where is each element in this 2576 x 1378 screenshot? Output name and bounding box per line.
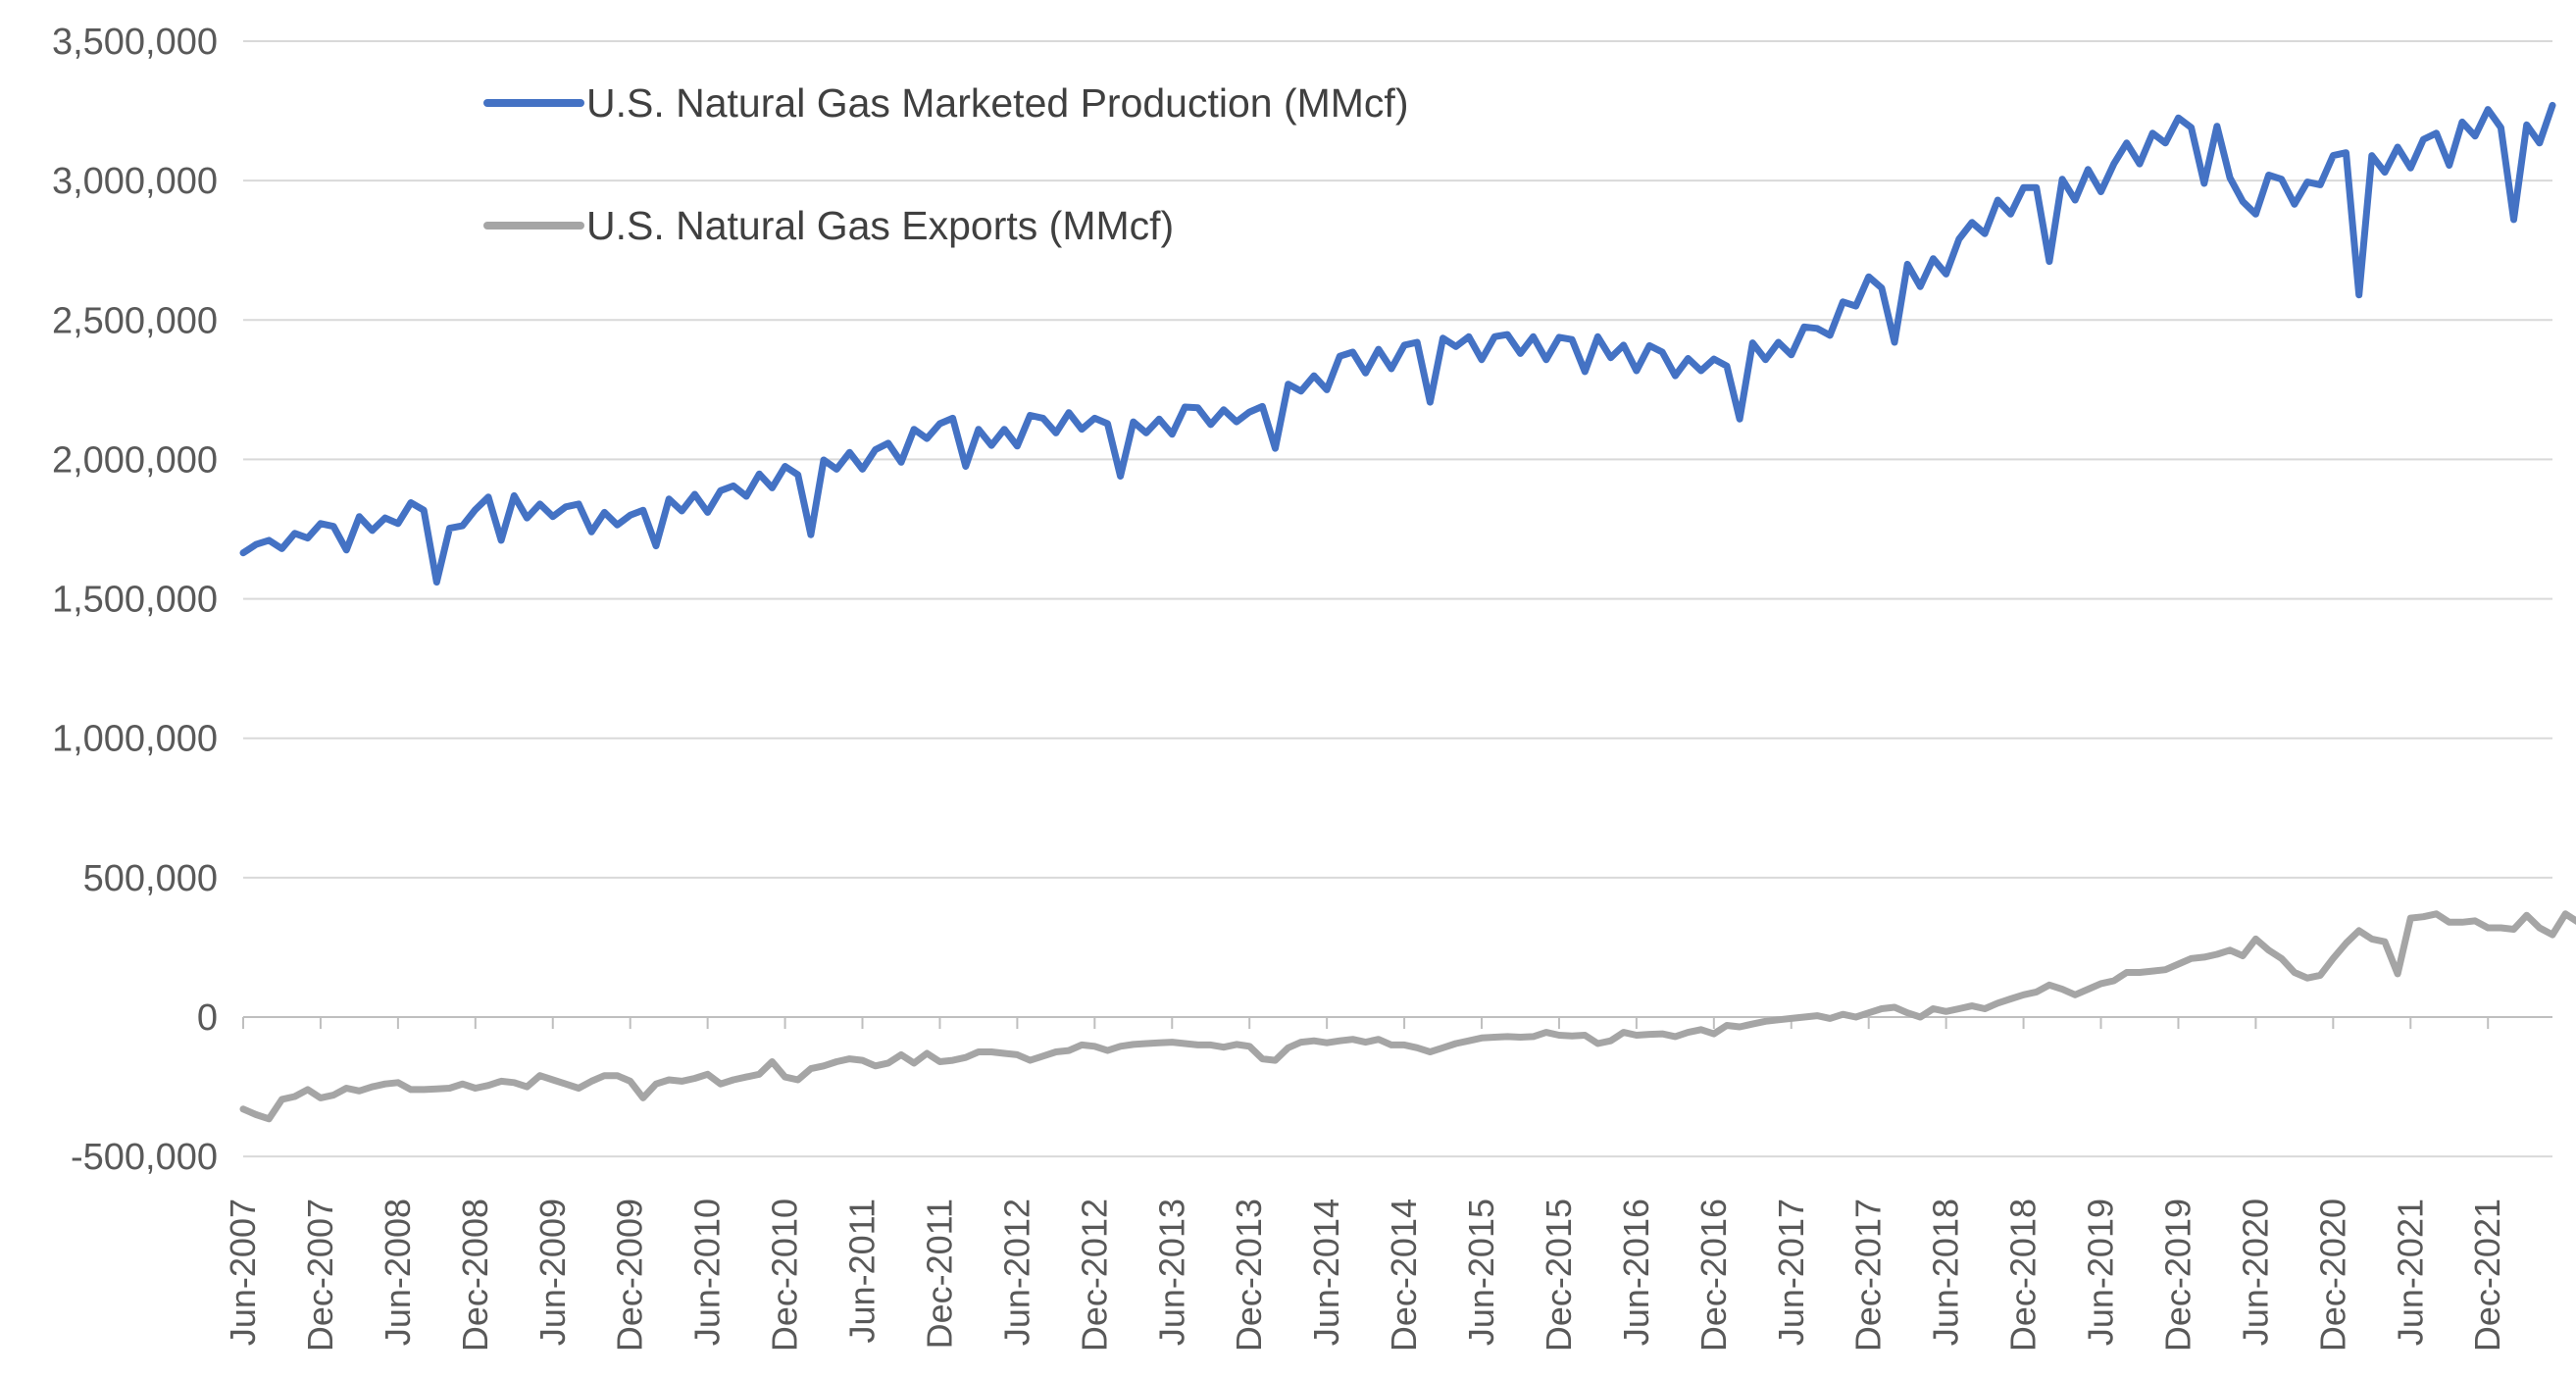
x-tick-label: Jun-2010 <box>687 1199 728 1346</box>
gridlines <box>243 40 2552 1158</box>
x-tick-label: Dec-2014 <box>1384 1199 1424 1352</box>
x-tick-label: Dec-2017 <box>1848 1199 1889 1352</box>
x-tick-label: Jun-2007 <box>223 1199 263 1346</box>
y-axis-tick-labels: 3,500,000 3,000,000 2,500,000 2,000,000 1,50… <box>52 22 218 1178</box>
x-tick-label: Jun-2021 <box>2390 1199 2430 1346</box>
y-tick-label: 3,000,000 <box>52 161 218 202</box>
x-tick-label: Jun-2017 <box>1771 1199 1811 1346</box>
x-tick-label: Jun-2016 <box>1616 1199 1656 1346</box>
y-tick-label: -500,000 <box>71 1137 218 1178</box>
x-tick-label: Dec-2010 <box>765 1199 805 1352</box>
y-tick-label: 1,000,000 <box>52 719 218 760</box>
x-tick-label: Jun-2008 <box>378 1199 418 1346</box>
series-line-exports <box>239 910 2576 1123</box>
y-tick-label: 3,500,000 <box>52 22 218 63</box>
series-lines <box>239 101 2576 1123</box>
x-tick-label: Jun-2009 <box>532 1199 573 1346</box>
x-tick-label: Jun-2012 <box>996 1199 1036 1346</box>
legend: U.S. Natural Gas Marketed Production (MM… <box>483 80 1408 248</box>
y-tick-label: 0 <box>197 997 218 1039</box>
legend-label-exports: U.S. Natural Gas Exports (MMcf) <box>586 203 1174 248</box>
x-axis: Jun-2007 Dec-2007 Jun-2008 Dec-2008 Jun-2009… <box>223 1016 2552 1352</box>
x-tick-label: Dec-2008 <box>455 1199 495 1352</box>
x-tick-label: Jun-2019 <box>2081 1199 2121 1346</box>
y-tick-label: 500,000 <box>83 858 218 899</box>
x-tick-label: Jun-2020 <box>2235 1199 2275 1346</box>
x-tick-label: Dec-2012 <box>1074 1199 1114 1352</box>
legend-label-production: U.S. Natural Gas Marketed Production (MM… <box>586 80 1408 126</box>
x-tick-label: Dec-2013 <box>1229 1199 1269 1352</box>
x-tick-label: Dec-2011 <box>919 1199 959 1349</box>
y-tick-label: 2,000,000 <box>52 439 218 481</box>
series-line-production <box>239 101 2556 586</box>
y-tick-label: 1,500,000 <box>52 580 218 621</box>
x-tick-label: Dec-2020 <box>2312 1199 2352 1352</box>
x-tick-label: Jun-2013 <box>1151 1199 1191 1346</box>
x-tick-label: Jun-2015 <box>1461 1199 1501 1346</box>
x-tick-label: Dec-2019 <box>2157 1199 2197 1352</box>
x-tick-label: Jun-2011 <box>842 1199 883 1343</box>
y-tick-label: 2,500,000 <box>52 300 218 341</box>
x-tick-label: Dec-2009 <box>610 1199 650 1352</box>
x-tick-label: Jun-2014 <box>1306 1199 1346 1346</box>
x-tick-label: Dec-2007 <box>300 1199 340 1352</box>
x-tick-label: Dec-2018 <box>2003 1199 2044 1352</box>
x-tick-label: Jun-2018 <box>1926 1199 1966 1346</box>
x-tick-label: Dec-2021 <box>2467 1199 2507 1352</box>
x-tick-label: Dec-2015 <box>1539 1199 1579 1352</box>
x-tick-label: Dec-2016 <box>1693 1199 1734 1352</box>
